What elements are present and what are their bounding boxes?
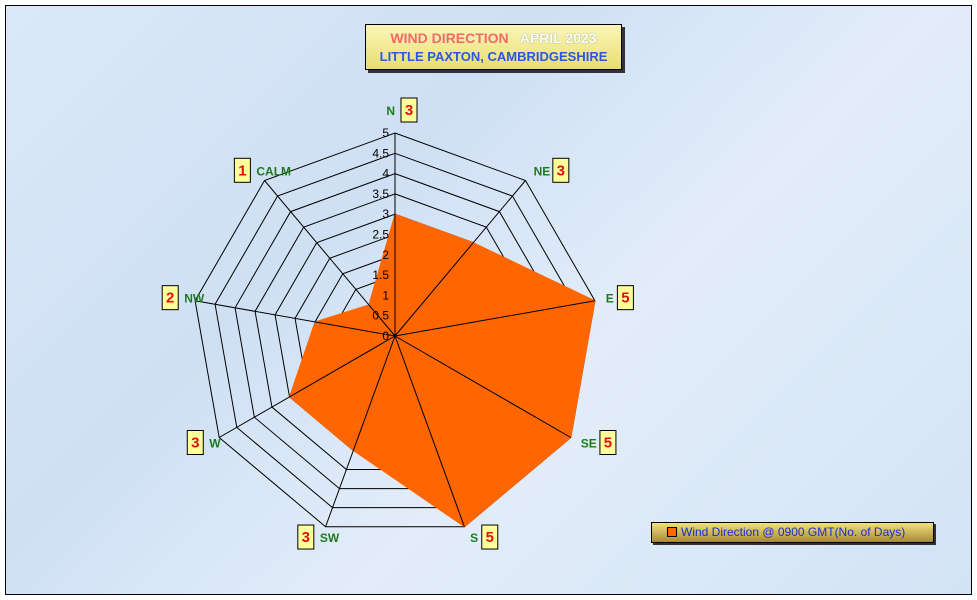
value-box xyxy=(616,285,634,311)
tick-label: 1 xyxy=(382,288,389,302)
spoke-line xyxy=(394,335,465,527)
category-label: NE xyxy=(534,164,551,178)
value-box xyxy=(599,430,617,455)
grid-ring xyxy=(234,173,556,490)
value-label: 5 xyxy=(486,529,494,546)
tick-label: 3.5 xyxy=(372,187,389,201)
title-line: WIND DIRECTION APRIL 2023 xyxy=(366,30,621,46)
tick-label: 1.5 xyxy=(372,268,389,282)
chart-title: WIND DIRECTION xyxy=(390,30,509,46)
value-label: 2 xyxy=(166,290,174,307)
tick-label: 3 xyxy=(382,207,389,221)
value-box xyxy=(233,157,251,183)
title-box: WIND DIRECTION APRIL 2023 LITTLE PAXTON,… xyxy=(365,24,622,70)
category-label: SE xyxy=(581,437,597,451)
spoke-line xyxy=(218,335,396,438)
value-label: 1 xyxy=(238,162,246,179)
value-box xyxy=(186,430,204,455)
radar-chart: 00.511.522.533.544.55 N 3NE 3E 5SE 5S 5SW3W3N… xyxy=(161,97,634,550)
category-label: CALM xyxy=(256,164,291,178)
category-label: SW xyxy=(320,531,340,545)
value-box xyxy=(161,285,179,311)
spoke-line xyxy=(394,180,526,337)
value-box xyxy=(400,97,418,123)
spoke-line xyxy=(325,335,396,527)
value-box xyxy=(552,157,570,183)
category-label: S xyxy=(470,531,478,545)
chart-date: APRIL 2023 xyxy=(519,30,597,46)
value-box xyxy=(297,524,315,550)
category-label: E xyxy=(606,292,614,306)
legend: Wind Direction @ 0900 GMT(No. of Days) xyxy=(651,522,934,543)
value-label: 5 xyxy=(604,435,612,452)
tick-label: 0 xyxy=(382,329,389,343)
spoke-line xyxy=(394,300,596,337)
chart-subtitle: LITTLE PAXTON, CAMBRIDGESHIRE xyxy=(379,49,608,64)
category-label: W xyxy=(209,437,221,451)
grid-ring xyxy=(214,152,576,509)
tick-label: 0.5 xyxy=(372,309,389,323)
series-area xyxy=(288,213,596,528)
value-label: 3 xyxy=(557,162,565,179)
tick-label: 4 xyxy=(382,167,389,181)
value-box xyxy=(481,524,499,550)
legend-swatch-icon xyxy=(667,527,677,537)
spoke-line xyxy=(394,335,572,438)
tick-label: 2.5 xyxy=(372,228,389,242)
tick-label: 5 xyxy=(382,126,389,140)
value-label: 3 xyxy=(191,435,199,452)
value-label: 5 xyxy=(621,290,629,307)
category-label: N xyxy=(386,104,395,118)
grid-ring xyxy=(194,132,596,528)
tick-label: 2 xyxy=(382,248,389,262)
value-label: 3 xyxy=(302,529,310,546)
chart-frame: WIND DIRECTION APRIL 2023 LITTLE PAXTON,… xyxy=(5,5,972,595)
value-label: 3 xyxy=(405,102,413,119)
legend-label: Wind Direction @ 0900 GMT(No. of Days) xyxy=(681,525,906,539)
tick-label: 4.5 xyxy=(372,146,389,160)
spoke-line xyxy=(264,180,396,337)
category-label: NW xyxy=(184,292,205,306)
spoke-line xyxy=(194,300,396,337)
